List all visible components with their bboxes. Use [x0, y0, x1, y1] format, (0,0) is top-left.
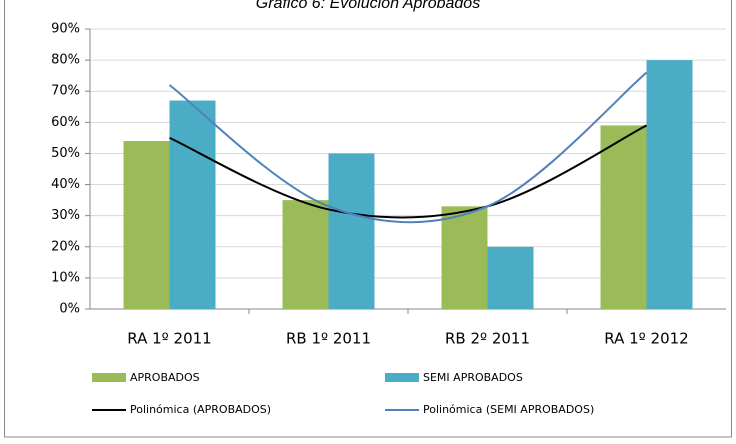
- x-tick-label: RB 1º 2011: [286, 330, 371, 348]
- bar: [441, 206, 488, 309]
- legend-label: SEMI APROBADOS: [423, 371, 523, 384]
- y-tick-label: 70%: [51, 84, 80, 99]
- trendline: [169, 124, 647, 219]
- bar: [646, 60, 693, 309]
- bar: [282, 200, 329, 309]
- bar: [487, 246, 534, 309]
- y-tick-label: 90%: [51, 22, 80, 37]
- y-tick-label: 30%: [51, 208, 80, 223]
- chart-title: Gráfico 6: Evolución Aprobados: [256, 0, 480, 12]
- y-tick-label: 80%: [51, 53, 80, 68]
- bar: [328, 153, 375, 309]
- legend-label: APROBADOS: [130, 371, 200, 384]
- bar: [600, 125, 647, 309]
- legend-swatch: [385, 373, 419, 382]
- y-tick-label: 40%: [51, 177, 80, 192]
- trendline: [168, 71, 648, 224]
- legend-label: Polinómica (APROBADOS): [130, 403, 271, 416]
- x-tick-label: RA 1º 2011: [127, 330, 211, 348]
- bar: [123, 141, 170, 309]
- x-tick-label: RA 1º 2012: [604, 330, 688, 348]
- x-tick-label: RB 2º 2011: [445, 330, 530, 348]
- y-tick-label: 50%: [51, 146, 80, 161]
- y-tick-label: 0%: [59, 302, 80, 317]
- y-tick-label: 60%: [51, 115, 80, 130]
- y-tick-label: 20%: [51, 239, 80, 254]
- legend-swatch: [92, 373, 126, 382]
- bar: [169, 100, 216, 309]
- legend-label: Polinómica (SEMI APROBADOS): [423, 403, 594, 416]
- y-tick-label: 10%: [51, 270, 80, 285]
